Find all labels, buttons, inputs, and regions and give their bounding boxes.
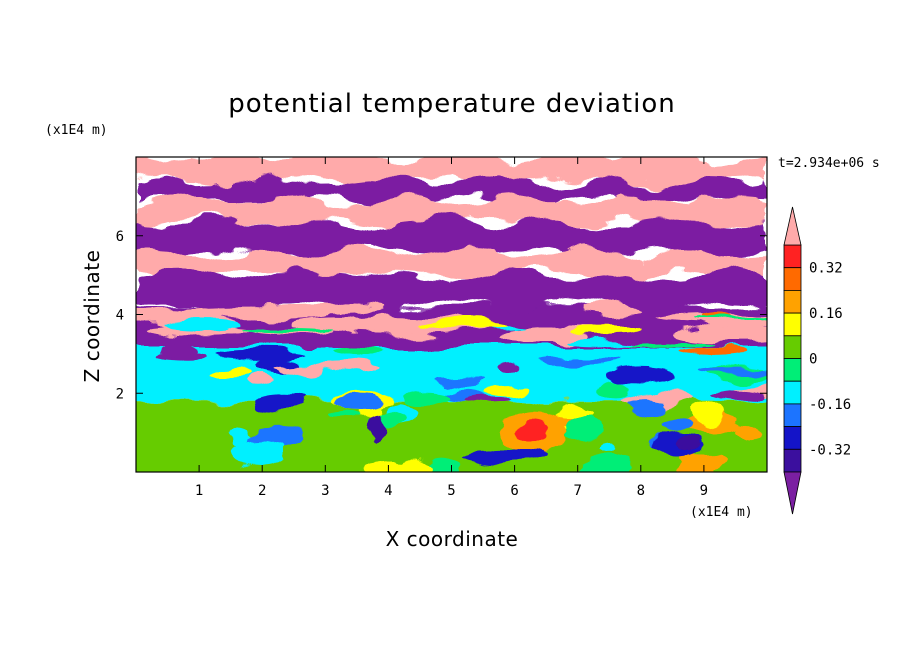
x-tick-label: 4 bbox=[384, 483, 392, 499]
x-tick-label: 2 bbox=[258, 483, 266, 499]
contour-patch bbox=[517, 419, 550, 442]
colorbar-bin bbox=[783, 358, 802, 382]
time-label: t=2.934e+06 s bbox=[778, 156, 880, 171]
y-tick-label: 4 bbox=[116, 308, 124, 324]
x-tick-label: 8 bbox=[637, 483, 645, 499]
contour-patch bbox=[539, 357, 617, 366]
colorbar-extend-low bbox=[783, 471, 802, 515]
contour-patch bbox=[465, 395, 509, 404]
x-unit-label: (x1E4 m) bbox=[690, 505, 753, 520]
y-unit-label: (x1E4 m) bbox=[45, 123, 108, 138]
contour-patch bbox=[231, 427, 248, 444]
contour-patch bbox=[583, 304, 644, 316]
colorbar-bin bbox=[783, 403, 802, 427]
contour-patch bbox=[174, 307, 332, 316]
contour-patch bbox=[581, 456, 633, 472]
contour-patch bbox=[597, 442, 617, 454]
contour-patch bbox=[309, 362, 378, 372]
contour-band bbox=[136, 268, 767, 313]
contour-patch bbox=[570, 324, 639, 334]
contour-patch bbox=[604, 367, 678, 384]
y-tick-label: 2 bbox=[116, 386, 124, 402]
contour-patch bbox=[488, 385, 526, 396]
colorbar-bin bbox=[783, 267, 802, 291]
colorbar-labels: 0.32 0.16 0 -0.16 -0.32 bbox=[809, 261, 851, 459]
contour-band bbox=[136, 173, 767, 207]
colorbar-bin bbox=[783, 335, 802, 359]
contour-patch bbox=[208, 368, 249, 381]
contour-patch bbox=[418, 320, 507, 330]
x-tick-label: 1 bbox=[195, 483, 203, 499]
contour-band bbox=[136, 216, 767, 259]
x-tick-label: 9 bbox=[700, 483, 708, 499]
colorbar bbox=[783, 206, 802, 515]
colorbar-extend-high bbox=[783, 206, 802, 246]
x-tick-label: 7 bbox=[573, 483, 581, 499]
contour-patch bbox=[403, 391, 450, 407]
contour-patch bbox=[662, 419, 690, 434]
contour-patch bbox=[676, 346, 746, 355]
colorbar-bin bbox=[783, 312, 802, 337]
colorbar-tick-label: -0.16 bbox=[809, 397, 851, 413]
contour-patch bbox=[737, 421, 761, 441]
colorbar-bin bbox=[783, 289, 802, 314]
contour-patch bbox=[688, 402, 725, 428]
colorbar-bin bbox=[783, 426, 802, 450]
contour-patch bbox=[674, 327, 767, 342]
contour-patch bbox=[336, 344, 384, 357]
contour-patch bbox=[679, 437, 704, 448]
contour-patch bbox=[461, 449, 542, 464]
colorbar-bin bbox=[783, 380, 802, 405]
contour-patch bbox=[601, 382, 631, 397]
chart-title: potential temperature deviation bbox=[228, 89, 675, 119]
contour-patch bbox=[321, 415, 381, 424]
contour-patch bbox=[256, 394, 307, 407]
contour-patch bbox=[626, 339, 712, 346]
colorbar-bin bbox=[783, 244, 802, 269]
contour-patch bbox=[623, 399, 667, 411]
contour-patch bbox=[231, 438, 288, 466]
contour-patch bbox=[498, 359, 519, 371]
colorbar-tick-label: 0.16 bbox=[809, 306, 843, 322]
x-axis-ticks: 1 2 3 4 5 6 7 8 9 bbox=[195, 157, 708, 499]
contour-patch bbox=[243, 327, 333, 334]
contour-patch bbox=[682, 458, 714, 472]
colorbar-tick-label: 0.32 bbox=[809, 261, 843, 277]
contour-patch bbox=[434, 377, 488, 385]
contour-plot-area bbox=[136, 157, 767, 472]
y-axis-label: Z coordinate bbox=[80, 250, 104, 383]
x-tick-label: 3 bbox=[321, 483, 329, 499]
contour-patch bbox=[162, 343, 196, 359]
contour-patch bbox=[334, 395, 383, 408]
contour-patch bbox=[162, 321, 244, 331]
contour-patch bbox=[245, 374, 274, 391]
y-tick-label: 6 bbox=[116, 229, 124, 245]
colorbar-tick-label: -0.32 bbox=[809, 442, 851, 458]
contour-patch bbox=[692, 317, 767, 323]
contour-patch bbox=[269, 364, 326, 373]
contour-field bbox=[136, 157, 767, 472]
contour-patch bbox=[709, 387, 767, 401]
colorbar-bin bbox=[783, 448, 802, 473]
y-axis-ticks: 2 4 6 bbox=[116, 229, 767, 402]
contour-patch bbox=[567, 415, 604, 443]
contour-patch bbox=[700, 365, 767, 374]
x-tick-label: 6 bbox=[510, 483, 518, 499]
contour-band bbox=[136, 194, 767, 231]
contour-patch bbox=[367, 414, 384, 443]
contour-patch bbox=[562, 337, 633, 344]
x-axis-label: X coordinate bbox=[386, 527, 519, 551]
contour-patch bbox=[214, 349, 303, 359]
x-tick-label: 5 bbox=[447, 483, 455, 499]
contour-patch bbox=[397, 456, 431, 472]
colorbar-tick-label: 0 bbox=[809, 352, 817, 368]
